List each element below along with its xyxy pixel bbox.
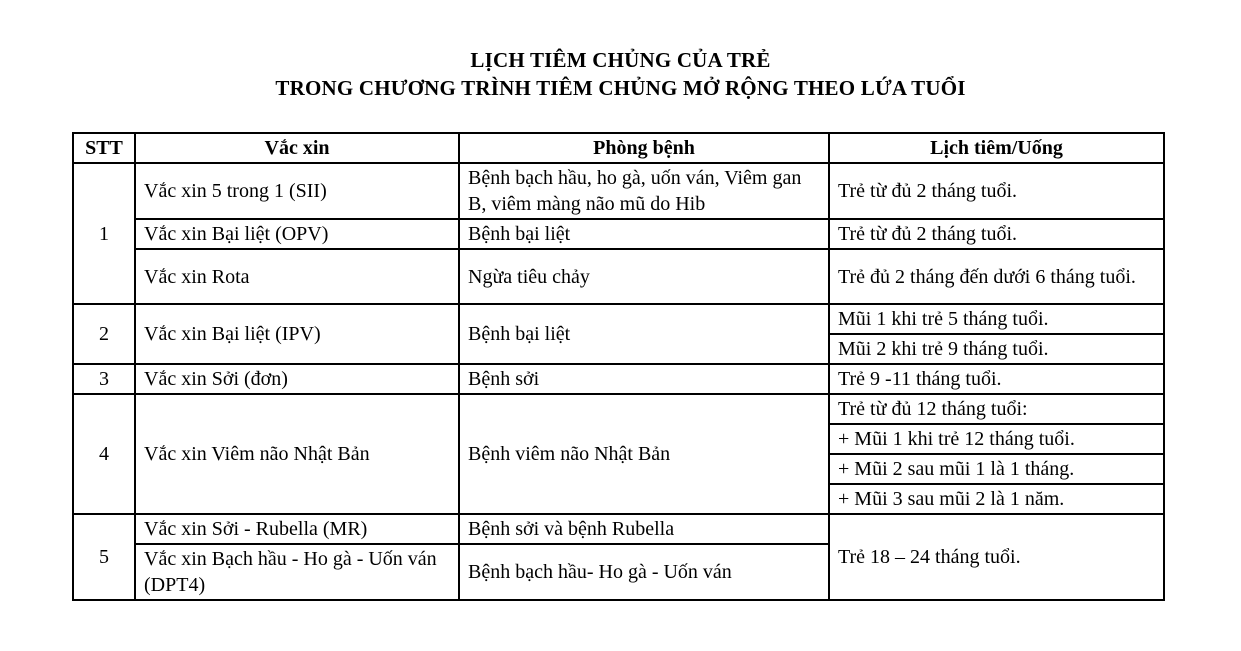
page-title-line1: LỊCH TIÊM CHỦNG CỦA TRẺ	[470, 48, 771, 72]
table-row: + Mũi 2 sau mũi 1 là 1 tháng.	[73, 453, 1165, 485]
schedule-cell: + Mũi 2 sau mũi 1 là 1 tháng.	[828, 453, 1165, 485]
vaccine-cell: Vắc xin Bạch hầu - Ho gà - Uốn ván (DPT4…	[134, 543, 460, 601]
document-title: LỊCH TIÊM CHỦNG CỦA TRẺ TRONG CHƯƠNG TRÌ…	[0, 0, 1241, 102]
page-title-line2: TRONG CHƯƠNG TRÌNH TIÊM CHỦNG MỞ RỘNG TH…	[275, 76, 966, 100]
table-row: + Mũi 3 sau mũi 2 là 1 năm.	[73, 483, 1165, 515]
disease-cell: Bệnh bạch hầu- Ho gà - Uốn ván	[458, 543, 830, 601]
table-row: Vắc xin Rota Ngừa tiêu chảy Trẻ đủ 2 thá…	[73, 248, 1165, 305]
table-row: 4 Vắc xin Viêm não Nhật Bản Bệnh viêm nã…	[72, 393, 1165, 515]
schedule-cell: Trẻ từ đủ 12 tháng tuổi:	[828, 393, 1165, 425]
table-row: Vắc xin Bại liệt (OPV) Bệnh bại liệt Trẻ…	[73, 218, 1165, 250]
stt-cell: 1	[72, 162, 136, 305]
disease-cell: Bệnh viêm não Nhật Bản	[458, 393, 830, 515]
table-header-row: STT Vắc xin Phòng bệnh Lịch tiêm/Uống	[72, 132, 1165, 164]
disease-cell: Bệnh bại liệt	[458, 218, 830, 250]
table-row: 5 Vắc xin Sởi - Rubella (MR) Bệnh sởi và…	[72, 513, 1165, 601]
table-row: 2 Vắc xin Bại liệt (IPV) Bệnh bại liệt M…	[72, 303, 1165, 365]
vaccine-cell: Vắc xin Bại liệt (OPV)	[134, 218, 460, 250]
table-row: 1 Vắc xin 5 trong 1 (SII) Bệnh bạch hầu,…	[72, 162, 1165, 305]
table-row: Vắc xin Bạch hầu - Ho gà - Uốn ván (DPT4…	[73, 543, 1164, 601]
vaccine-cell: Vắc xin 5 trong 1 (SII)	[134, 162, 460, 220]
schedule-cell: Trẻ 18 – 24 tháng tuổi.	[828, 513, 1165, 601]
disease-cell: Ngừa tiêu chảy	[458, 248, 830, 305]
schedule-cell: + Mũi 3 sau mũi 2 là 1 năm.	[828, 483, 1165, 515]
schedule-cell: Trẻ từ đủ 2 tháng tuổi.	[828, 162, 1165, 220]
header-stt: STT	[72, 132, 136, 164]
vaccine-cell: Vắc xin Bại liệt (IPV)	[134, 303, 460, 365]
vaccine-cell: Vắc xin Rota	[134, 248, 460, 305]
header-disease: Phòng bệnh	[458, 132, 830, 164]
vaccine-cell: Vắc xin Sởi (đơn)	[134, 363, 460, 395]
header-vaccine: Vắc xin	[134, 132, 460, 164]
header-schedule: Lịch tiêm/Uống	[828, 132, 1165, 164]
vaccine-cell: Vắc xin Sởi - Rubella (MR)	[134, 513, 460, 545]
vaccine-cell: Vắc xin Viêm não Nhật Bản	[134, 393, 460, 515]
disease-cell: Bệnh bại liệt	[458, 303, 830, 365]
stt-cell: 3	[72, 363, 136, 395]
disease-cell: Bệnh bạch hầu, ho gà, uốn ván, Viêm gan …	[458, 162, 830, 220]
table-row: + Mũi 1 khi trẻ 12 tháng tuổi.	[73, 423, 1165, 455]
stt-cell: 4	[72, 393, 136, 515]
schedule-cell: Trẻ đủ 2 tháng đến dưới 6 tháng tuổi.	[828, 248, 1165, 305]
vaccination-schedule-table: STT Vắc xin Phòng bệnh Lịch tiêm/Uống 1 …	[72, 132, 1165, 601]
schedule-cell: Trẻ 9 -11 tháng tuổi.	[828, 363, 1165, 395]
table-row: 3 Vắc xin Sởi (đơn) Bệnh sởi Trẻ 9 -11 t…	[72, 363, 1165, 395]
table-row: Mũi 2 khi trẻ 9 tháng tuổi.	[73, 333, 1165, 365]
schedule-cell: Mũi 2 khi trẻ 9 tháng tuổi.	[828, 333, 1165, 365]
schedule-cell: Mũi 1 khi trẻ 5 tháng tuổi.	[828, 303, 1165, 335]
schedule-cell: + Mũi 1 khi trẻ 12 tháng tuổi.	[828, 423, 1165, 455]
disease-cell: Bệnh sởi và bệnh Rubella	[458, 513, 830, 545]
schedule-cell: Trẻ từ đủ 2 tháng tuổi.	[828, 218, 1165, 250]
stt-cell: 2	[72, 303, 136, 365]
disease-cell: Bệnh sởi	[458, 363, 830, 395]
stt-cell: 5	[72, 513, 136, 601]
